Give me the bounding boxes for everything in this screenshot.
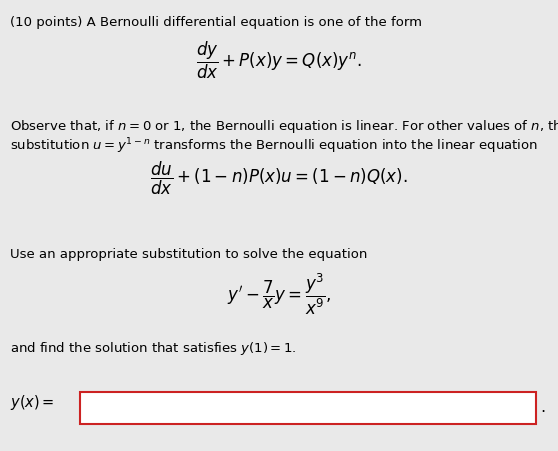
Text: $y(x) =$: $y(x) =$ [10,393,55,412]
Text: .: . [540,400,545,415]
Text: Observe that, if $n = 0$ or 1, the Bernoulli equation is linear. For other value: Observe that, if $n = 0$ or 1, the Berno… [10,118,558,135]
Text: substitution $u = y^{1-n}$ transforms the Bernoulli equation into the linear equ: substitution $u = y^{1-n}$ transforms th… [10,136,538,156]
Text: $\dfrac{du}{dx} + (1-n)P(x)u = (1-n)Q(x).$: $\dfrac{du}{dx} + (1-n)P(x)u = (1-n)Q(x)… [150,160,408,197]
Text: and find the solution that satisfies $y(1) = 1$.: and find the solution that satisfies $y(… [10,340,297,357]
Text: $y' - \dfrac{7}{x}y = \dfrac{y^3}{x^9},$: $y' - \dfrac{7}{x}y = \dfrac{y^3}{x^9},$ [227,272,331,318]
Bar [80,392,536,424]
Text: $\dfrac{dy}{dx} + P(x)y = Q(x)y^n.$: $\dfrac{dy}{dx} + P(x)y = Q(x)y^n.$ [196,40,362,81]
Text: Use an appropriate substitution to solve the equation: Use an appropriate substitution to solve… [10,248,367,261]
Text: (10 points) A Bernoulli differential equation is one of the form: (10 points) A Bernoulli differential equ… [10,16,422,29]
